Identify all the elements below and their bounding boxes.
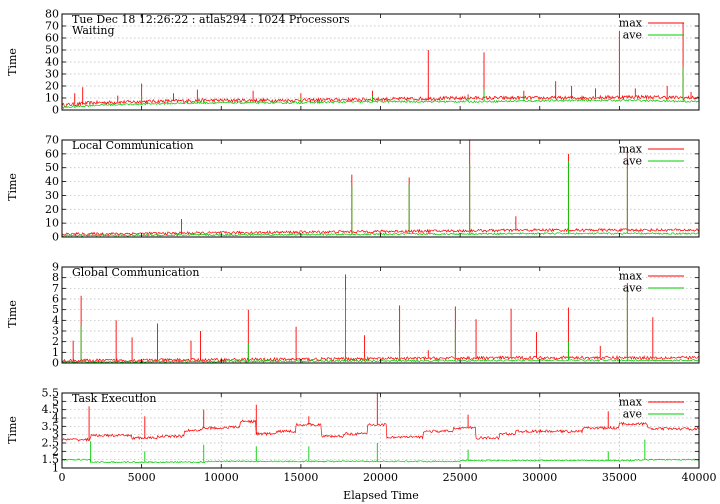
y-tick-label: 70 xyxy=(45,20,59,33)
y-tick-label: 50 xyxy=(45,44,59,57)
legend-label-ave: ave xyxy=(623,155,642,168)
y-tick-label: 20 xyxy=(45,80,59,93)
legend-label-max: max xyxy=(619,270,643,283)
series-line-max xyxy=(61,419,700,442)
y-tick-label: 70 xyxy=(45,134,59,147)
series-line-max xyxy=(61,227,700,237)
series-line-max xyxy=(61,354,700,364)
y-tick-label: 30 xyxy=(45,68,59,81)
y-tick-label: 1 xyxy=(52,346,59,359)
x-tick-label: 0 xyxy=(59,471,66,484)
y-tick-label: 8 xyxy=(52,271,59,284)
panel-subtitle: Waiting xyxy=(72,24,115,37)
y-tick-label: 0 xyxy=(52,104,59,117)
legend-label-max: max xyxy=(619,396,643,409)
x-axis-label: Elapsed Time xyxy=(343,489,419,502)
y-tick-label: 3.5 xyxy=(42,420,60,433)
y-tick-label: 80 xyxy=(45,8,59,21)
legend-label-ave: ave xyxy=(623,282,642,295)
y-tick-label: 3 xyxy=(52,428,59,441)
legend-label-ave: ave xyxy=(623,408,642,421)
y-tick-label: 2.5 xyxy=(42,437,60,450)
series-line-ave xyxy=(61,458,700,464)
y-tick-label: 0 xyxy=(52,231,59,244)
legend-label-ave: ave xyxy=(623,29,642,42)
y-tick-label: 40 xyxy=(45,175,59,188)
y-tick-label: 50 xyxy=(45,161,59,174)
panel-title: Local Communication xyxy=(72,139,194,152)
y-tick-label: 10 xyxy=(45,92,59,105)
x-tick-label: 15000 xyxy=(283,471,318,484)
y-tick-label: 60 xyxy=(45,32,59,45)
y-tick-label: 10 xyxy=(45,217,59,230)
y-tick-label: 5 xyxy=(52,395,59,408)
x-tick-label: 20000 xyxy=(363,471,398,484)
panel-title: Global Communication xyxy=(72,266,200,279)
y-tick-label: 30 xyxy=(45,189,59,202)
x-tick-label: 30000 xyxy=(522,471,557,484)
x-tick-label: 10000 xyxy=(204,471,239,484)
panel-title: Tue Dec 18 12:26:22 : atlas294 : 1024 Pr… xyxy=(72,13,350,26)
legend-label-max: max xyxy=(619,143,643,156)
panel-task-execution: Time 11.522.533.544.555.5 0 5000 10000 15000… xyxy=(6,387,717,485)
panel-title: Task Execution xyxy=(72,392,156,405)
y-tick-label: 9 xyxy=(52,261,59,274)
y-tick-label: 1.5 xyxy=(42,453,60,466)
legend-label-max: max xyxy=(619,17,643,30)
y-axis-label: Time xyxy=(6,300,19,328)
y-tick-label: 40 xyxy=(45,56,59,69)
y-tick-label: 1 xyxy=(52,462,59,475)
plot-frame xyxy=(61,139,700,238)
x-tick-label: 35000 xyxy=(602,471,637,484)
y-tick-label: 7 xyxy=(52,282,59,295)
x-tick-label: 25000 xyxy=(443,471,478,484)
y-tick-label: 3 xyxy=(52,325,59,338)
x-tick-label: 5000 xyxy=(128,471,156,484)
y-tick-label: 20 xyxy=(45,203,59,216)
y-tick-label: 4 xyxy=(52,314,59,327)
y-axis-label: Time xyxy=(6,48,19,76)
y-tick-label: 60 xyxy=(45,147,59,160)
y-axis-label: Time xyxy=(6,416,19,444)
y-tick-label: 2 xyxy=(52,335,59,348)
y-tick-label: 6 xyxy=(52,293,59,306)
y-tick-label: 4.5 xyxy=(42,403,60,416)
x-tick-label: 40000 xyxy=(682,471,717,484)
y-tick-label: 2 xyxy=(52,445,59,458)
y-axis-label: Time xyxy=(6,173,19,201)
y-tick-label: 5 xyxy=(52,303,59,316)
y-tick-label: 4 xyxy=(52,412,59,425)
series-line-ave xyxy=(62,98,700,110)
y-tick-label: 5.5 xyxy=(42,387,60,400)
series-line-max xyxy=(61,94,700,108)
y-tick-label: 0 xyxy=(52,357,59,370)
